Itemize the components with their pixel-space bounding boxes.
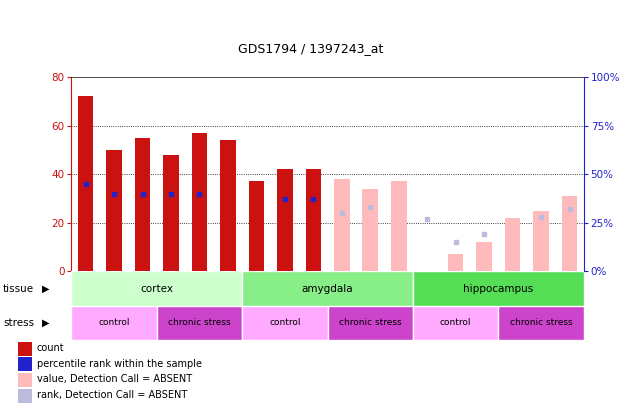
Bar bbox=[71, 271, 242, 306]
Bar bbox=[248, 194, 265, 271]
Text: count: count bbox=[37, 343, 64, 353]
Bar bbox=[334, 179, 350, 271]
Bar bbox=[106, 150, 122, 271]
Bar bbox=[242, 306, 328, 340]
Bar bbox=[499, 306, 584, 340]
Bar bbox=[192, 133, 207, 271]
Bar bbox=[71, 306, 156, 340]
Text: control: control bbox=[440, 318, 471, 328]
Text: cortex: cortex bbox=[140, 284, 173, 294]
Bar bbox=[328, 306, 413, 340]
Bar bbox=[448, 254, 463, 271]
Bar bbox=[306, 169, 321, 271]
Text: ▶: ▶ bbox=[42, 284, 50, 294]
Text: percentile rank within the sample: percentile rank within the sample bbox=[37, 359, 202, 369]
Bar bbox=[476, 242, 492, 271]
Text: control: control bbox=[269, 318, 301, 328]
Bar bbox=[413, 271, 584, 306]
Text: stress: stress bbox=[3, 318, 34, 328]
Bar bbox=[135, 138, 150, 271]
Bar bbox=[363, 189, 378, 271]
Text: chronic stress: chronic stress bbox=[168, 318, 231, 328]
Bar bbox=[242, 271, 413, 306]
Bar bbox=[533, 211, 549, 271]
Bar bbox=[19, 358, 32, 371]
Bar bbox=[413, 306, 498, 340]
Text: ▶: ▶ bbox=[42, 318, 50, 328]
Bar bbox=[391, 181, 407, 271]
Bar bbox=[19, 373, 32, 387]
Text: chronic stress: chronic stress bbox=[339, 318, 402, 328]
Text: amygdala: amygdala bbox=[302, 284, 353, 294]
Text: chronic stress: chronic stress bbox=[510, 318, 573, 328]
Bar bbox=[19, 389, 32, 403]
Bar bbox=[220, 140, 236, 271]
Text: control: control bbox=[98, 318, 130, 328]
Text: value, Detection Call = ABSENT: value, Detection Call = ABSENT bbox=[37, 375, 192, 384]
Text: GDS1794 / 1397243_at: GDS1794 / 1397243_at bbox=[238, 42, 383, 55]
Text: rank, Detection Call = ABSENT: rank, Detection Call = ABSENT bbox=[37, 390, 187, 400]
Bar bbox=[78, 96, 94, 271]
Text: hippocampus: hippocampus bbox=[463, 284, 533, 294]
Text: tissue: tissue bbox=[3, 284, 34, 294]
Bar bbox=[505, 218, 520, 271]
Bar bbox=[248, 181, 265, 271]
Bar bbox=[277, 169, 292, 271]
Bar bbox=[163, 155, 179, 271]
Bar bbox=[156, 306, 242, 340]
Bar bbox=[19, 342, 32, 356]
Bar bbox=[561, 196, 578, 271]
